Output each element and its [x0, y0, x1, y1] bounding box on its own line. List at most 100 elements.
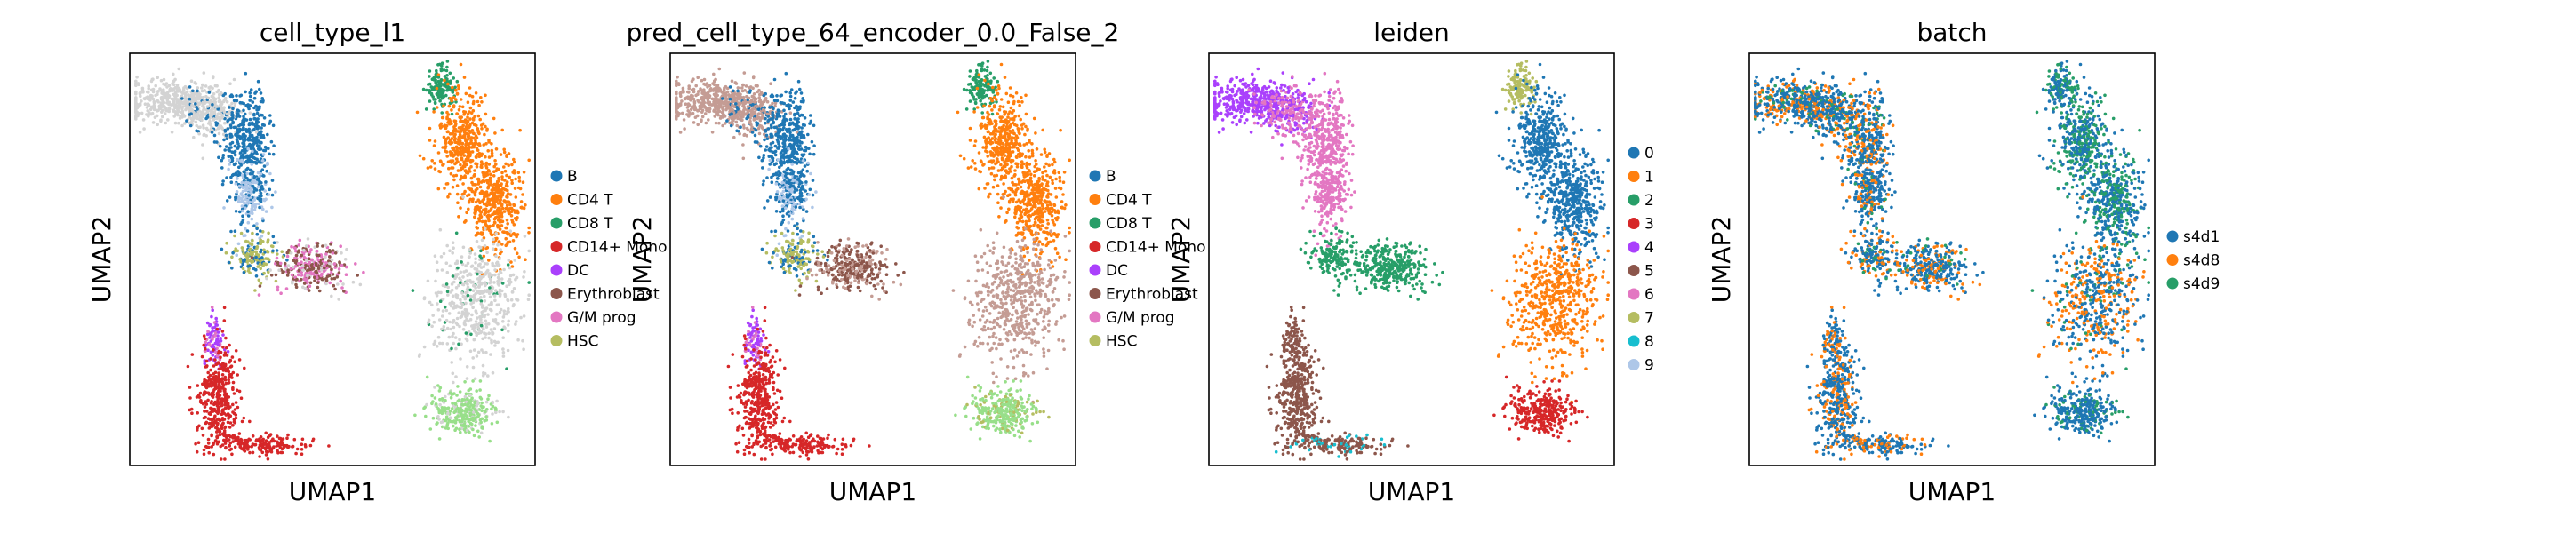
cell-point: [306, 237, 310, 241]
cell-point: [451, 371, 455, 376]
cell-point: [805, 169, 809, 173]
cell-point: [137, 105, 140, 108]
cell-point: [721, 107, 724, 111]
cell-point: [201, 83, 204, 87]
cell-point: [493, 344, 497, 347]
cell-point: [452, 130, 455, 134]
cell-point: [204, 415, 207, 419]
cell-point: [239, 231, 244, 235]
cell-point: [471, 101, 476, 106]
cell-point: [443, 78, 446, 83]
cell-point: [228, 195, 232, 199]
cell-point: [212, 118, 216, 122]
cell-point: [198, 125, 202, 129]
cell-point: [279, 291, 283, 296]
cell-point: [247, 157, 251, 161]
cell-point: [455, 316, 460, 321]
cell-point: [221, 108, 226, 112]
cell-point: [156, 90, 160, 93]
cell-point: [276, 449, 279, 453]
cell-point: [217, 392, 220, 396]
cell-point: [230, 355, 235, 359]
cell-point: [495, 420, 500, 425]
cell-point: [449, 327, 453, 331]
cell-point: [177, 67, 181, 71]
cell-point: [262, 164, 267, 168]
cell-point: [304, 244, 308, 248]
cell-point: [446, 285, 451, 290]
cell-point: [683, 127, 686, 131]
cell-point: [759, 124, 764, 128]
cell-point: [724, 99, 728, 104]
cell-point: [308, 284, 312, 289]
cell-point: [241, 266, 245, 271]
cell-point: [436, 63, 440, 67]
cell-point: [248, 143, 252, 147]
cell-point: [434, 291, 438, 295]
cell-point: [513, 187, 517, 190]
cell-point: [196, 428, 199, 432]
cell-point: [459, 62, 463, 67]
cell-point: [506, 348, 510, 353]
cell-point: [675, 79, 678, 84]
cell-point: [201, 123, 205, 127]
cell-point: [205, 110, 210, 115]
cell-point: [217, 417, 220, 421]
cell-point: [700, 115, 705, 119]
cell-point: [751, 103, 755, 107]
cell-point: [224, 145, 228, 148]
cell-point: [251, 146, 255, 150]
cell-point: [167, 84, 172, 88]
cell-point: [246, 147, 250, 151]
cell-point: [248, 450, 252, 455]
cell-point: [456, 146, 460, 150]
cell-point: [736, 93, 740, 97]
cell-point: [752, 92, 756, 96]
cell-point: [216, 411, 220, 415]
cell-point: [341, 282, 345, 286]
cell-point: [163, 106, 166, 109]
cell-point: [458, 390, 462, 394]
cell-point: [505, 218, 509, 222]
cell-point: [703, 106, 707, 109]
cell-point: [248, 94, 252, 99]
cell-point: [276, 288, 280, 292]
cell-point: [236, 109, 241, 113]
cell-point: [470, 295, 474, 299]
cell-point: [680, 111, 684, 115]
cell-point: [303, 443, 308, 447]
cell-point: [243, 144, 246, 148]
cell-point: [243, 201, 246, 205]
cell-point: [294, 451, 298, 456]
cell-point: [468, 398, 473, 402]
cell-point: [185, 105, 189, 109]
cell-point: [523, 235, 527, 238]
cell-point: [242, 234, 246, 238]
cell-point: [211, 329, 214, 333]
cell-point: [521, 180, 525, 184]
cell-point: [228, 110, 232, 114]
panel-pred-cell-type: pred_cell_type_64_encoder_0.0_False_2 UM…: [627, 18, 1206, 506]
cell-point: [316, 285, 320, 290]
cell-point: [507, 259, 511, 262]
legend-swatch: [550, 335, 563, 346]
cell-point: [469, 176, 474, 180]
cell-point: [438, 126, 443, 130]
cell-point: [426, 279, 430, 283]
cell-point: [471, 416, 475, 420]
cell-point: [480, 306, 484, 309]
cell-point: [328, 265, 332, 268]
cell-point: [481, 192, 484, 195]
cell-point: [447, 104, 452, 108]
cell-point: [431, 416, 436, 420]
cell-point: [462, 322, 467, 325]
cell-point: [217, 155, 220, 160]
cell-point: [478, 210, 483, 213]
cell-point: [439, 290, 443, 295]
cell-point: [292, 259, 296, 262]
cell-point: [421, 87, 426, 91]
cell-point: [508, 266, 512, 270]
cell-point: [449, 88, 453, 92]
cell-point: [214, 121, 218, 124]
cell-point: [478, 143, 482, 147]
